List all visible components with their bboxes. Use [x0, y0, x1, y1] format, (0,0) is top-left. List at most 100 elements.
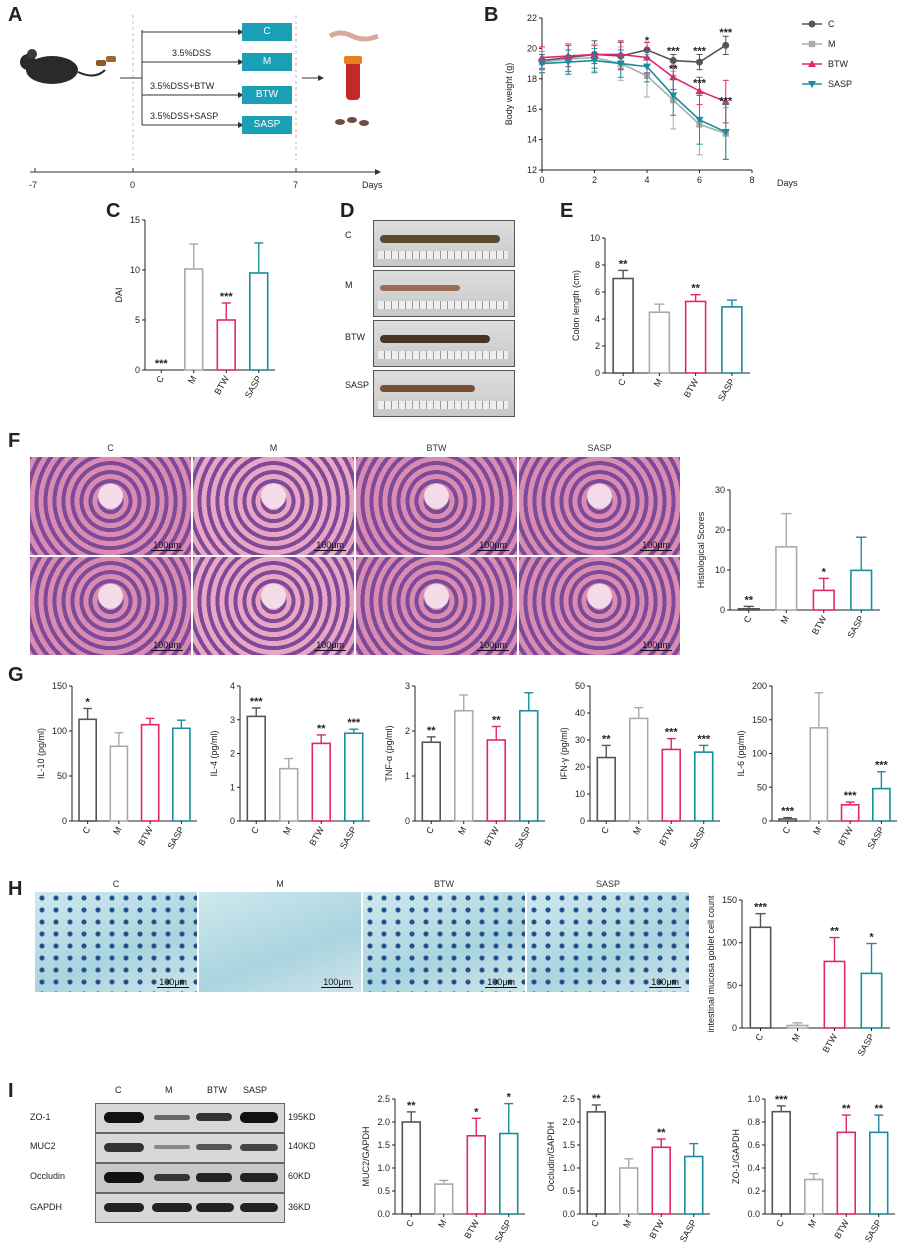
legend-marker: [808, 60, 816, 67]
alcian-tile-m: 100μm: [199, 892, 361, 992]
y-tick-label: 0.4: [747, 1163, 760, 1173]
blot-muc2: [95, 1133, 285, 1163]
zo1-ratio-chart: 0.0 0.2 0.4 0.6 0.8 1.0 ZO-1/GAPDH C *** M BTW ** SA…: [731, 1094, 895, 1244]
blood-tube-icon: [344, 56, 362, 100]
y-tick-label: 22: [527, 13, 537, 23]
legend-label: SASP: [828, 79, 852, 89]
x-tick-label: M: [631, 825, 643, 836]
bar-btw: [684, 300, 707, 374]
significance-marker: ***: [155, 358, 169, 370]
y-tick-label: 0.6: [747, 1140, 760, 1150]
size-label-36: 36KD: [288, 1202, 311, 1212]
y-tick-label: 4: [230, 681, 235, 691]
bar-c: [401, 1121, 421, 1215]
bar-sasp: [344, 732, 364, 822]
x-tick-label: C: [774, 1218, 786, 1229]
y-tick-label: 40: [575, 708, 585, 718]
significance-marker: **: [669, 64, 678, 76]
histology-label-m: M: [269, 443, 278, 453]
bar-m: [454, 709, 474, 822]
lane-label-c: C: [115, 1085, 122, 1095]
significance-marker: **: [602, 733, 611, 745]
significance-marker: ***: [775, 1094, 789, 1106]
treatment-dss: 3.5%DSS: [172, 48, 212, 58]
timeline-tick-0: 0: [130, 180, 136, 190]
group-box-btw: BTW: [242, 86, 292, 104]
x-tick-label: M: [111, 825, 123, 836]
western-blot: C M BTW SASP ZO-1 MUC2 Occludin GAPDH 19…: [30, 1085, 350, 1245]
x-tick-label: SASP: [338, 825, 359, 851]
y-tick-label: 20: [575, 762, 585, 772]
bar-sasp: [869, 1131, 889, 1215]
y-tick-label: 0: [135, 365, 140, 375]
y-tick-label: 2: [405, 726, 410, 736]
bar-sasp: [499, 1132, 519, 1215]
significance-marker: ***: [347, 717, 361, 729]
size-label-60: 60KD: [288, 1171, 311, 1181]
y-axis-label: Occludin/GAPDH: [546, 1122, 556, 1192]
significance-marker: **: [691, 283, 700, 295]
bar-c: [78, 718, 98, 822]
x-tick-label: M: [281, 825, 293, 836]
data-point-btw: [721, 97, 730, 105]
x-tick-label: C: [589, 1218, 601, 1229]
significance-marker: **: [427, 725, 436, 737]
x-tick-label: M: [456, 825, 468, 836]
y-tick-label: 0: [720, 605, 725, 615]
y-tick-label: 0: [595, 368, 600, 378]
y-tick-label: 0.2: [747, 1186, 760, 1196]
y-tick-label: 1.5: [377, 1140, 390, 1150]
scale-bar-label: 100μm: [151, 540, 183, 551]
scale-bar-label: 100μm: [321, 977, 353, 988]
x-tick-label: BTW: [657, 825, 676, 848]
legend-marker: [808, 81, 816, 88]
histology-tile-c: 100μm: [30, 457, 191, 555]
y-tick-label: 0.5: [377, 1186, 390, 1196]
treatment-dss-sasp: 3.5%DSS+SASP: [150, 111, 219, 121]
x-tick-label: SASP: [513, 825, 534, 851]
x-tick-label: M: [811, 825, 823, 836]
significance-marker: ***: [719, 27, 733, 39]
significance-marker: **: [657, 1127, 666, 1139]
protein-label-muc2: MUC2: [30, 1141, 56, 1151]
bar-btw: [823, 960, 846, 1029]
y-tick-label: 50: [727, 980, 737, 990]
x-tick-label: SASP: [856, 1032, 877, 1058]
x-tick-label: SASP: [678, 1218, 699, 1244]
y-tick-label: 0.8: [747, 1117, 760, 1127]
data-point-sasp: [590, 57, 599, 65]
bar-btw: [840, 804, 860, 822]
data-point-sasp: [538, 60, 546, 68]
x-tick-label: C: [616, 377, 628, 388]
occludin-ratio-chart: 0.0 0.5 1.0 1.5 2.0 2.5 Occludin/GAPDH C ** M BTW *…: [546, 1093, 710, 1244]
data-point-sasp: [721, 129, 730, 136]
significance-marker: *: [507, 1092, 512, 1104]
protein-label-occludin: Occludin: [30, 1171, 66, 1181]
y-tick-label: 50: [757, 782, 767, 792]
y-tick-label: 100: [752, 749, 767, 759]
blot-occludin: [95, 1163, 285, 1193]
series-line-btw: [541, 53, 727, 103]
histology-label-sasp: SASP: [587, 443, 612, 453]
mouse-icon: [20, 49, 106, 84]
significance-marker: **: [492, 715, 501, 727]
panel-label-i: I: [8, 1080, 14, 1102]
tnfa-chart: 0 1 2 3 TNF-α (pg/ml) C ** M BTW ** SASP: [384, 681, 545, 851]
alcian-tile-btw: 100μm: [363, 892, 525, 992]
blot-gapdh: [95, 1193, 285, 1223]
il10-chart: 0 50 100 150 IL-10 (pg/ml) C * M BTW SASP: [36, 681, 197, 851]
scale-bar-label: 100μm: [640, 540, 672, 551]
bar-m: [184, 268, 204, 371]
x-tick-label: 8: [749, 175, 754, 185]
legend-marker: [808, 40, 816, 48]
y-tick-label: 2: [230, 749, 235, 759]
y-tick-label: 0: [762, 816, 767, 826]
group-box-m: M: [242, 53, 292, 71]
photo-label-sasp: SASP: [345, 380, 370, 390]
bar-sasp: [871, 787, 891, 822]
scale-bar-label: 100μm: [649, 977, 681, 988]
y-tick-label: 3: [405, 681, 410, 691]
x-tick-label: BTW: [482, 825, 501, 848]
bar-btw: [311, 742, 331, 822]
y-tick-label: 0: [405, 816, 410, 826]
